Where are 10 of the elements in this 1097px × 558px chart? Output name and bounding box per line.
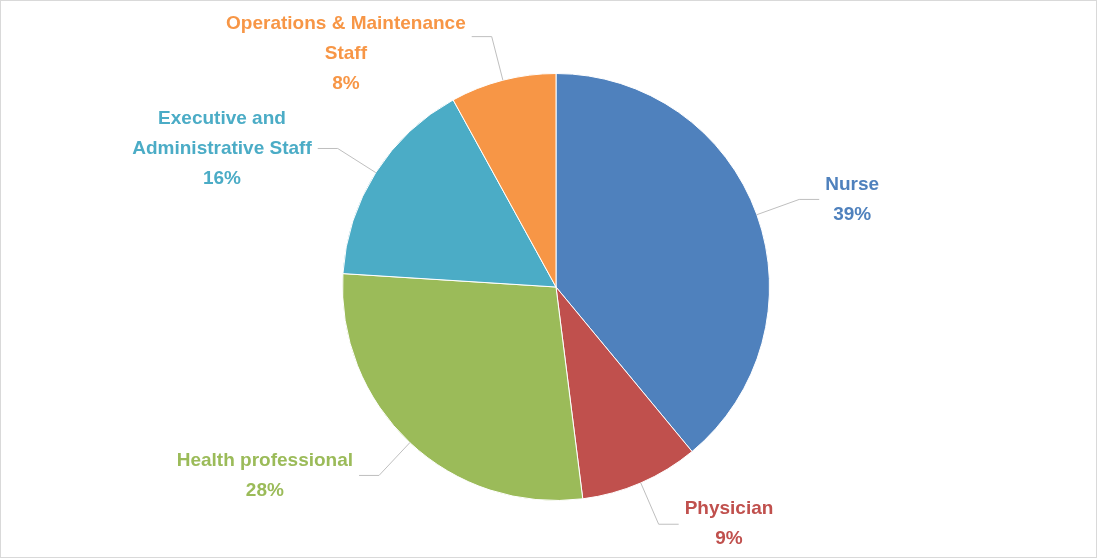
data-label: 28% (245, 478, 284, 500)
data-label: 9% (715, 527, 743, 549)
slice-label: Operations & Maintenance Staff (226, 12, 466, 64)
slice-label: Health professional (176, 448, 354, 470)
slice-label: Physician (684, 497, 774, 519)
data-label: 16% (202, 166, 242, 188)
slice-label: Executive and Administrative Staff (132, 106, 313, 158)
data-label: 8% (332, 72, 360, 94)
data-label: 39% (833, 202, 872, 224)
slice-label: Nurse (825, 172, 880, 194)
